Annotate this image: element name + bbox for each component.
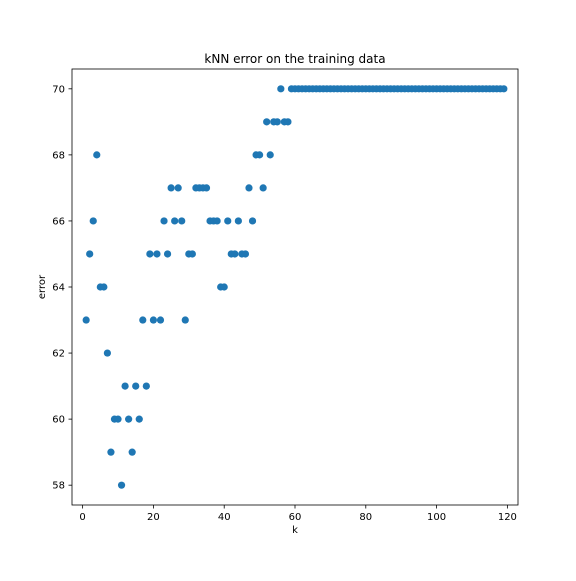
data-point	[203, 184, 210, 191]
data-point	[224, 217, 231, 224]
data-point	[235, 217, 242, 224]
x-tick-label: 20	[147, 512, 160, 523]
data-point	[164, 250, 171, 257]
data-point	[153, 250, 160, 257]
data-point	[100, 283, 107, 290]
data-point	[178, 217, 185, 224]
data-point	[83, 316, 90, 323]
y-tick-label: 64	[52, 283, 65, 294]
data-point	[267, 151, 274, 158]
data-point	[242, 250, 249, 257]
data-point	[249, 217, 256, 224]
data-point	[132, 382, 139, 389]
y-axis-label: error	[37, 274, 48, 299]
data-point	[168, 184, 175, 191]
data-point	[221, 283, 228, 290]
chart-title: kNN error on the training data	[204, 52, 385, 66]
data-point	[231, 250, 238, 257]
data-point	[263, 118, 270, 125]
x-tick-label: 120	[498, 512, 517, 523]
x-axis-ticks: 0 20 40 60 80 100 120	[79, 505, 516, 523]
data-point	[143, 382, 150, 389]
data-point	[260, 184, 267, 191]
data-point	[500, 85, 507, 92]
data-point	[182, 316, 189, 323]
x-tick-label: 60	[289, 512, 302, 523]
data-point	[146, 250, 153, 257]
data-point	[245, 184, 252, 191]
x-tick-label: 80	[359, 512, 372, 523]
data-point	[171, 217, 178, 224]
plot-frame	[72, 69, 518, 505]
data-point	[139, 316, 146, 323]
data-point	[93, 151, 100, 158]
x-tick-label: 0	[79, 512, 85, 523]
data-point	[86, 250, 93, 257]
data-point	[214, 217, 221, 224]
data-point	[277, 85, 284, 92]
data-points	[83, 85, 508, 489]
x-tick-label: 40	[218, 512, 231, 523]
data-point	[104, 349, 111, 356]
y-axis-ticks: 58 60 62 64 66 68 70	[52, 84, 72, 491]
y-tick-label: 70	[52, 84, 65, 95]
data-point	[150, 316, 157, 323]
data-point	[90, 217, 97, 224]
y-tick-label: 58	[52, 481, 65, 492]
data-point	[107, 449, 114, 456]
y-tick-label: 66	[52, 216, 65, 227]
y-tick-label: 68	[52, 150, 65, 161]
y-tick-label: 60	[52, 415, 65, 426]
data-point	[129, 449, 136, 456]
data-point	[121, 382, 128, 389]
data-point	[274, 118, 281, 125]
data-point	[175, 184, 182, 191]
data-point	[256, 151, 263, 158]
data-point	[114, 416, 121, 423]
data-point	[118, 482, 125, 489]
data-point	[189, 250, 196, 257]
data-point	[157, 316, 164, 323]
data-point	[160, 217, 167, 224]
x-tick-label: 100	[427, 512, 446, 523]
x-axis-label: k	[292, 525, 298, 536]
data-point	[136, 416, 143, 423]
data-point	[284, 118, 291, 125]
y-tick-label: 62	[52, 349, 65, 360]
data-point	[125, 416, 132, 423]
